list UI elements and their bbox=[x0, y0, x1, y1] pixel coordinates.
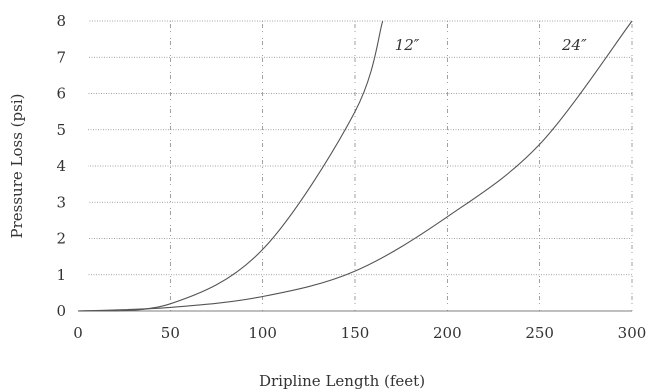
series-label-12in: 12″ bbox=[395, 36, 420, 54]
x-tick-label-50: 50 bbox=[161, 324, 180, 342]
x-tick-label-0: 0 bbox=[73, 324, 83, 342]
y-tick-label-7: 7 bbox=[56, 48, 66, 66]
y-tick-label-3: 3 bbox=[56, 193, 66, 211]
x-tick-label-250: 250 bbox=[525, 324, 554, 342]
y-tick-label-2: 2 bbox=[56, 230, 66, 248]
y-tick-label-6: 6 bbox=[56, 85, 66, 103]
x-tick-label-150: 150 bbox=[341, 324, 370, 342]
x-axis-label: Dripline Length (feet) bbox=[259, 372, 425, 390]
tick-labels: 0 50 100 150 200 250 300 0 1 2 3 4 5 6 7 8 bbox=[56, 12, 646, 342]
x-tick-label-100: 100 bbox=[248, 324, 277, 342]
y-tick-label-4: 4 bbox=[56, 157, 66, 175]
series-lines bbox=[77, 20, 633, 312]
y-axis-label: Pressure Loss (psi) bbox=[8, 94, 26, 239]
series-labels: 12″ 24″ bbox=[395, 36, 587, 54]
series-label-24in: 24″ bbox=[561, 36, 587, 54]
y-tick-label-0: 0 bbox=[56, 302, 66, 320]
series-line-24in bbox=[77, 20, 633, 312]
y-tick-label-5: 5 bbox=[56, 121, 66, 139]
grid bbox=[88, 20, 633, 311]
y-tick-label-8: 8 bbox=[56, 12, 66, 30]
x-tick-label-300: 300 bbox=[618, 324, 647, 342]
y-tick-label-1: 1 bbox=[56, 266, 66, 284]
x-tick-label-200: 200 bbox=[433, 324, 462, 342]
